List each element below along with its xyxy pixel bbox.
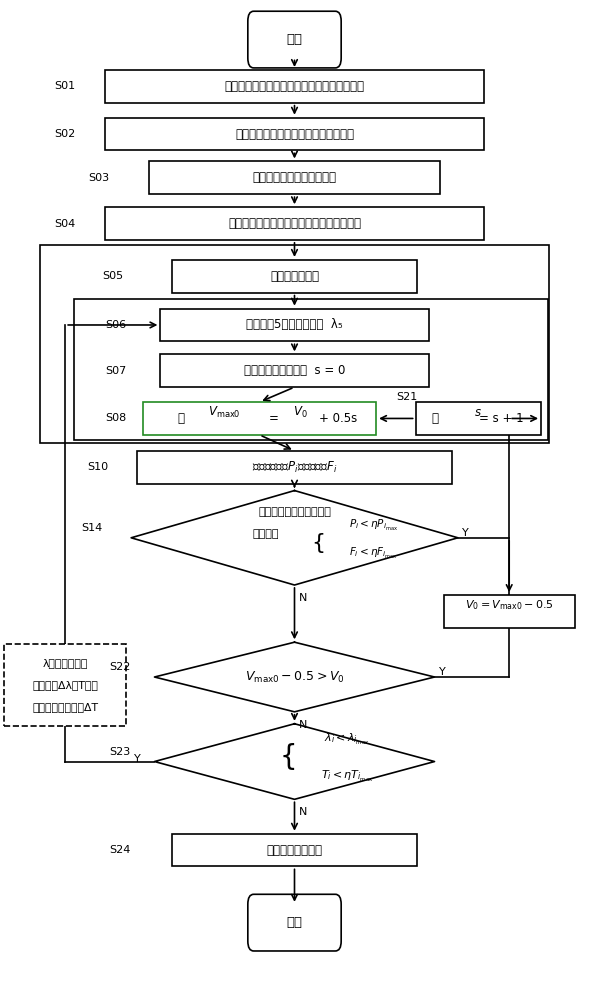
Bar bbox=[143, 402, 376, 435]
Bar bbox=[74, 299, 548, 440]
Polygon shape bbox=[154, 642, 435, 712]
Text: S04: S04 bbox=[55, 219, 76, 229]
Text: $T_i<\eta T_{i_{\max}}$: $T_i<\eta T_{i_{\max}}$ bbox=[321, 769, 373, 784]
Text: 搜索步长Δλ、T增加: 搜索步长Δλ、T增加 bbox=[32, 680, 98, 690]
Text: {: { bbox=[280, 743, 297, 771]
Text: Y: Y bbox=[134, 754, 140, 764]
Bar bbox=[137, 451, 452, 484]
Bar bbox=[148, 161, 441, 194]
Text: 输出最大轧制速度: 输出最大轧制速度 bbox=[266, 844, 323, 857]
Text: S02: S02 bbox=[55, 129, 76, 139]
Text: 轧制压力、轧制功率是否: 轧制压力、轧制功率是否 bbox=[258, 507, 331, 517]
Polygon shape bbox=[131, 491, 458, 585]
Text: =: = bbox=[269, 412, 279, 425]
Text: $V_{\mathrm{max0}}$: $V_{\mathrm{max0}}$ bbox=[208, 405, 241, 420]
Text: Y: Y bbox=[462, 528, 469, 538]
Text: $F_i<\eta F_{i_{\max}}$: $F_i<\eta F_{i_{\max}}$ bbox=[349, 546, 398, 561]
Bar bbox=[40, 245, 549, 443]
Text: S05: S05 bbox=[102, 271, 123, 281]
Bar bbox=[444, 595, 574, 628]
Text: 满足要求: 满足要求 bbox=[252, 529, 279, 539]
Text: = s + 1: = s + 1 bbox=[479, 412, 524, 425]
Text: $V_0=V_{\mathrm{max0}}-0.5$: $V_0=V_{\mathrm{max0}}-0.5$ bbox=[465, 599, 554, 612]
Text: 开始: 开始 bbox=[286, 33, 303, 46]
Text: $\lambda_i<\lambda_{i_{\max}}$: $\lambda_i<\lambda_{i_{\max}}$ bbox=[324, 732, 370, 747]
Bar bbox=[4, 644, 127, 726]
Bar bbox=[172, 834, 417, 866]
Text: Y: Y bbox=[439, 667, 445, 677]
Text: $V_{\mathrm{max0}}-0.5>V_0$: $V_{\mathrm{max0}}-0.5>V_0$ bbox=[244, 669, 345, 685]
Text: 令: 令 bbox=[178, 412, 189, 425]
Text: S23: S23 bbox=[109, 747, 130, 757]
Text: $V_0$: $V_0$ bbox=[293, 405, 307, 420]
Text: λ增加一个变形: λ增加一个变形 bbox=[42, 658, 88, 668]
Text: 过程变量赋初值: 过程变量赋初值 bbox=[270, 270, 319, 283]
FancyBboxPatch shape bbox=[248, 11, 341, 68]
Bar bbox=[105, 70, 484, 103]
Bar bbox=[105, 118, 484, 150]
Text: S07: S07 bbox=[105, 366, 126, 376]
Text: 一个张力搜索步长ΔT: 一个张力搜索步长ΔT bbox=[32, 702, 98, 712]
Text: $P_i<\eta P_{i_{\max}}$: $P_i<\eta P_{i_{\max}}$ bbox=[349, 518, 398, 533]
Text: 令最大速度搜索参数  s = 0: 令最大速度搜索参数 s = 0 bbox=[244, 364, 345, 377]
Text: S01: S01 bbox=[55, 81, 76, 91]
Text: 计算轧制压力$P_i$和轧制功率$F_i$: 计算轧制压力$P_i$和轧制功率$F_i$ bbox=[252, 460, 337, 475]
Text: + 0.5s: + 0.5s bbox=[319, 412, 358, 425]
Bar bbox=[160, 309, 429, 341]
Text: {: { bbox=[311, 533, 325, 553]
Bar bbox=[172, 260, 417, 293]
Bar bbox=[105, 207, 484, 240]
Text: S10: S10 bbox=[87, 462, 108, 472]
Text: N: N bbox=[299, 593, 307, 603]
Text: N: N bbox=[299, 807, 307, 817]
Text: 收集五机架冷连轧机组的主要设备与工艺参数: 收集五机架冷连轧机组的主要设备与工艺参数 bbox=[224, 80, 365, 93]
FancyBboxPatch shape bbox=[248, 894, 341, 951]
Text: S08: S08 bbox=[105, 413, 126, 423]
Text: S24: S24 bbox=[109, 845, 130, 855]
Text: 计算机架5变形量分配比  λ₅: 计算机架5变形量分配比 λ₅ bbox=[246, 318, 343, 331]
Text: S03: S03 bbox=[88, 173, 110, 183]
Text: 定义轧制效率提升计算中所涉及的过程参数: 定义轧制效率提升计算中所涉及的过程参数 bbox=[228, 217, 361, 230]
Text: N: N bbox=[299, 720, 307, 730]
Text: 令: 令 bbox=[432, 412, 443, 425]
Text: S06: S06 bbox=[105, 320, 126, 330]
Text: S22: S22 bbox=[109, 662, 130, 672]
Text: 给定拟拓展产品的钢种与规格特征参数: 给定拟拓展产品的钢种与规格特征参数 bbox=[235, 128, 354, 141]
Bar bbox=[160, 354, 429, 387]
Polygon shape bbox=[154, 724, 435, 799]
Bar bbox=[416, 402, 541, 435]
Text: $s$: $s$ bbox=[474, 406, 482, 419]
Text: 结束: 结束 bbox=[286, 916, 303, 929]
Text: S21: S21 bbox=[396, 392, 418, 402]
Text: S14: S14 bbox=[81, 523, 102, 533]
Text: 收集主要工艺润滑制度参数: 收集主要工艺润滑制度参数 bbox=[253, 171, 336, 184]
